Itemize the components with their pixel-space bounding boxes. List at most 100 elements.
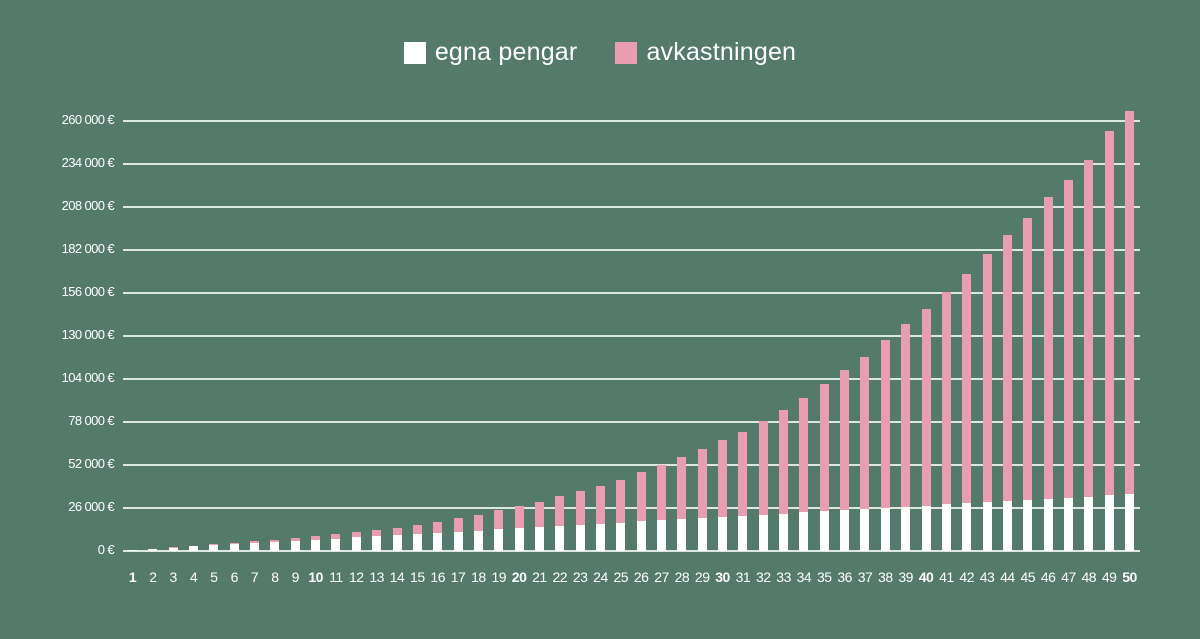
bar-year-40 xyxy=(921,308,931,551)
x-axis-tick-label: 24 xyxy=(593,569,608,585)
x-axis-tick-label: 31 xyxy=(735,569,751,585)
bar-segment-returns xyxy=(372,530,382,537)
legend-item-returns: avkastningen xyxy=(615,38,796,67)
x-axis-tick-label: 49 xyxy=(1101,569,1117,585)
bar-year-19 xyxy=(494,510,504,551)
gridline xyxy=(123,507,1140,509)
bar-year-15 xyxy=(412,525,422,551)
bar-year-24 xyxy=(595,485,605,551)
bar-year-34 xyxy=(799,397,809,551)
bar-year-21 xyxy=(534,501,544,551)
bar-segment-returns xyxy=(351,532,361,538)
x-axis-tick-label: 43 xyxy=(979,569,995,585)
x-axis-tick-label: 30 xyxy=(715,569,730,585)
bar-segment-returns xyxy=(738,431,748,516)
gridline xyxy=(123,292,1140,294)
bar-segment-returns xyxy=(453,518,463,532)
bar-year-33 xyxy=(779,410,789,551)
bar-segment-returns xyxy=(636,472,646,522)
bar-segment-own-money xyxy=(941,504,951,551)
bar-segment-returns xyxy=(229,542,239,545)
bar-year-27 xyxy=(657,464,667,551)
x-axis-tick-label: 50 xyxy=(1122,569,1137,585)
bar-segment-own-money xyxy=(473,530,483,551)
bar-segment-returns xyxy=(209,544,219,546)
bar-segment-own-money xyxy=(514,528,524,551)
x-axis-tick-label: 44 xyxy=(1000,569,1015,585)
bar-year-48 xyxy=(1084,159,1094,551)
bar-year-23 xyxy=(575,491,585,551)
gridline xyxy=(123,163,1140,165)
legend-label-returns: avkastningen xyxy=(646,38,797,66)
x-axis-tick-label: 48 xyxy=(1081,569,1097,585)
x-axis-tick-label: 28 xyxy=(674,569,690,585)
x-axis-tick-label: 11 xyxy=(329,569,343,585)
bar-year-2 xyxy=(148,548,158,551)
gridline xyxy=(123,249,1140,251)
bar-year-32 xyxy=(758,421,768,551)
x-axis-tick-label: 3 xyxy=(169,569,178,585)
bar-year-18 xyxy=(473,514,483,551)
x-axis-tick-label: 47 xyxy=(1061,569,1076,585)
bar-segment-own-money xyxy=(128,549,137,551)
x-axis-tick-label: 9 xyxy=(291,569,300,585)
x-axis-tick-label: 34 xyxy=(796,569,812,585)
gridline xyxy=(123,335,1140,337)
bar-segment-own-money xyxy=(412,533,422,551)
bar-segment-own-money xyxy=(677,519,687,551)
bar-year-9 xyxy=(290,538,300,551)
bar-segment-own-money xyxy=(250,543,260,551)
bar-year-44 xyxy=(1002,234,1012,551)
x-axis-tick-label: 37 xyxy=(857,569,873,585)
bar-segment-own-money xyxy=(331,538,341,551)
x-axis-tick-label: 35 xyxy=(816,569,832,585)
bar-segment-returns xyxy=(901,323,911,507)
y-axis-tick-label: 156 000 € xyxy=(61,284,115,299)
gridline xyxy=(123,206,1140,208)
legend-label-own-money: egna pengar xyxy=(434,38,578,66)
x-axis-tick-label: 33 xyxy=(776,569,791,585)
bar-year-25 xyxy=(616,479,626,551)
bar-year-4 xyxy=(189,545,199,551)
bar-segment-own-money xyxy=(718,516,728,551)
bar-segment-own-money xyxy=(819,511,829,551)
x-axis-tick-label: 41 xyxy=(939,569,954,585)
bar-year-22 xyxy=(555,496,565,551)
x-axis-tick-label: 23 xyxy=(572,569,588,585)
bar-segment-returns xyxy=(1063,179,1073,498)
bar-year-43 xyxy=(982,254,992,551)
bar-segment-returns xyxy=(758,421,768,515)
bar-segment-returns xyxy=(880,340,890,508)
bar-segment-own-money xyxy=(189,546,199,551)
bar-year-31 xyxy=(738,431,748,551)
bar-segment-own-money xyxy=(921,505,931,551)
bar-segment-returns xyxy=(311,536,321,540)
bar-segment-returns xyxy=(433,521,443,533)
bar-segment-returns xyxy=(982,254,992,503)
bar-segment-own-money xyxy=(738,515,748,551)
bar-year-35 xyxy=(819,384,829,551)
bar-segment-own-money xyxy=(351,537,361,551)
bar-year-30 xyxy=(718,440,728,551)
bar-segment-own-money xyxy=(229,544,239,551)
bar-segment-returns xyxy=(514,505,524,529)
y-axis-tick-label: 234 000 € xyxy=(61,155,115,170)
bar-segment-own-money xyxy=(1002,501,1012,551)
gridline xyxy=(123,378,1140,380)
bar-year-36 xyxy=(840,370,850,551)
x-axis-tick-label: 17 xyxy=(450,569,466,585)
bar-segment-own-money xyxy=(982,502,992,551)
bar-year-13 xyxy=(372,530,382,551)
gridline xyxy=(123,550,1140,552)
bar-segment-own-money xyxy=(799,512,809,551)
x-axis-tick-label: 10 xyxy=(308,569,323,585)
bar-segment-own-money xyxy=(270,541,280,551)
x-axis-tick-label: 12 xyxy=(349,569,364,585)
x-axis-tick-label: 21 xyxy=(532,569,547,585)
x-axis-tick-label: 27 xyxy=(654,569,669,585)
x-axis-tick-label: 36 xyxy=(837,569,852,585)
x-axis-tick-label: 26 xyxy=(633,569,649,585)
bar-segment-own-money xyxy=(657,520,667,551)
y-axis-tick-label: 0 € xyxy=(97,542,115,557)
x-axis-tick-label: 13 xyxy=(369,569,384,585)
